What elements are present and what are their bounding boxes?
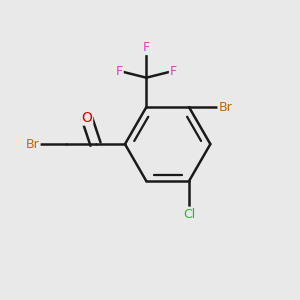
Text: Br: Br [26, 138, 40, 151]
Text: Br: Br [218, 100, 232, 114]
Text: F: F [170, 65, 177, 78]
Text: F: F [116, 65, 123, 78]
Text: O: O [81, 111, 92, 124]
Text: F: F [143, 41, 150, 54]
Text: Cl: Cl [183, 208, 195, 220]
